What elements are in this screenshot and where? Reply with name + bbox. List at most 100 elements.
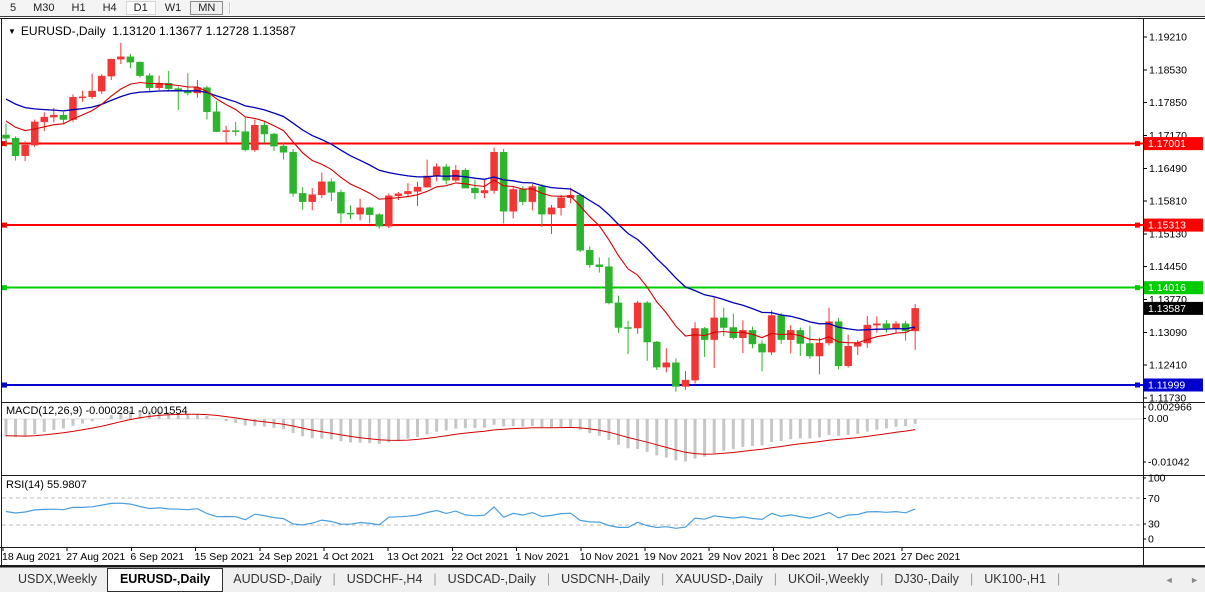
chart-tab-bar: USDX,Weekly EURUSD-,Daily AUDUSD-,Daily | US… <box>0 567 1205 592</box>
tab-separator: | <box>880 572 884 586</box>
candle <box>834 321 843 366</box>
level-handle[interactable] <box>2 141 7 147</box>
price-badge-1.17001 <box>1144 137 1203 151</box>
timeframe-button-d1[interactable]: D1 <box>125 1 156 15</box>
candle <box>519 189 527 202</box>
level-handle[interactable] <box>1135 141 1140 147</box>
tab-separator: | <box>1057 572 1061 586</box>
price-tick-label: 1.18530 <box>1149 64 1187 76</box>
candle <box>576 195 584 251</box>
price-tick-label: 1.11730 <box>1149 393 1186 405</box>
chart-tab-usdchf-h4[interactable]: USDCHF-,H4 <box>346 572 423 586</box>
chart-frame <box>0 18 1205 567</box>
rsi-axis-label: 0 <box>1148 534 1154 546</box>
candle <box>605 266 613 304</box>
rsi-line <box>5 502 916 529</box>
level-handle[interactable] <box>2 285 7 291</box>
candle <box>318 181 326 196</box>
date-tick-label: 13 Oct 2021 <box>387 551 444 563</box>
macd-indicator-label: MACD(12,26,9) -0.000281 -0.001554 <box>6 405 188 417</box>
ma-slow-line <box>5 90 916 331</box>
candle <box>614 302 623 328</box>
candle <box>691 328 699 381</box>
candle <box>394 193 403 197</box>
candle <box>700 328 709 340</box>
price-badge-1.14016 <box>1144 281 1203 295</box>
macd-axis-label: 0.002966 <box>1148 402 1192 414</box>
level-handle[interactable] <box>1135 222 1140 228</box>
candle <box>662 362 671 368</box>
candle <box>298 193 307 202</box>
chart-tab-xauusd-daily[interactable]: XAUUSD-,Daily <box>675 572 763 586</box>
candle <box>471 187 479 194</box>
candle <box>863 324 872 344</box>
candle <box>50 114 58 118</box>
candle <box>586 250 594 266</box>
level-handle[interactable] <box>1135 285 1140 291</box>
price-badge-1.13587 <box>1144 301 1203 315</box>
candle <box>633 302 642 329</box>
candle <box>442 166 450 181</box>
candle <box>720 317 728 328</box>
price-badges: 1.17001 1.15313 1.14016 1.13587 1.11999 <box>1144 137 1203 392</box>
tab-scroll-right-button[interactable]: ► <box>1190 575 1199 585</box>
price-tick-label: 1.12410 <box>1149 360 1187 372</box>
candle <box>672 362 680 387</box>
price-tick-label: 1.13090 <box>1149 327 1187 339</box>
candle <box>461 169 470 189</box>
price-tick-label: 1.14450 <box>1149 261 1187 273</box>
price-axis[interactable]: 1.192101.185301.178501.171701.164901.158… <box>1143 32 1187 405</box>
date-axis[interactable]: 18 Aug 2021 27 Aug 2021 6 Sep 2021 15 Sep 2… <box>2 548 961 563</box>
candle <box>413 186 422 192</box>
chart-dropdown-caret-icon[interactable]: ▼ <box>8 27 16 36</box>
candle <box>892 323 900 329</box>
candle <box>356 207 364 215</box>
price-badge-text: 1.17001 <box>1148 138 1186 150</box>
date-tick-label: 29 Nov 2021 <box>708 551 768 563</box>
level-lines <box>2 141 1143 388</box>
candle <box>901 323 910 332</box>
timeframe-button-h1[interactable]: H1 <box>71 2 86 14</box>
timeframe-button-m30[interactable]: M30 <box>33 2 55 14</box>
chart-tab-usdx-weekly[interactable]: USDX,Weekly <box>18 572 97 586</box>
timeframe-button-mn[interactable]: MN <box>190 1 224 15</box>
price-tick-label: 1.19210 <box>1149 32 1187 44</box>
candle <box>97 75 106 92</box>
candle <box>251 125 259 151</box>
date-tick-label: 19 Nov 2021 <box>644 551 704 563</box>
timeframe-button-w1[interactable]: W1 <box>164 2 182 14</box>
chart-tab-usdcnh-daily[interactable]: USDCNH-,Daily <box>561 572 651 586</box>
candle <box>346 212 355 215</box>
chart-tab-eurusd-daily[interactable]: EURUSD-,Daily <box>106 568 224 592</box>
level-handle[interactable] <box>1135 382 1140 388</box>
tab-separator: | <box>546 572 551 586</box>
candle <box>825 321 833 344</box>
chart-tab-usdcad-daily[interactable]: USDCAD-,Daily <box>447 572 536 586</box>
date-tick-label: 1 Nov 2021 <box>516 551 570 563</box>
candle <box>40 116 49 123</box>
level-handle[interactable] <box>2 382 7 388</box>
candle <box>786 330 795 340</box>
candle <box>509 189 517 212</box>
candle <box>11 138 20 156</box>
chart-tab-dj30-daily[interactable]: DJ30-,Daily <box>894 572 959 586</box>
chart-tab-ukoil-weekly[interactable]: UKOil-,Weekly <box>788 572 870 586</box>
timeframe-button-5[interactable]: 5 <box>10 2 17 14</box>
candlestick-series <box>2 42 919 392</box>
chart-tab-uk100-h1[interactable]: UK100-,H1 <box>984 572 1047 586</box>
level-handle[interactable] <box>2 222 7 228</box>
candle <box>289 152 297 194</box>
timeframe-button-h4[interactable]: H4 <box>102 2 117 14</box>
candle <box>117 56 125 60</box>
candle <box>624 327 632 329</box>
tab-scroll-left-button[interactable]: ◄ <box>1164 575 1174 585</box>
candle <box>231 130 240 132</box>
tab-scroll-arrows: ◄ ► <box>1151 575 1199 585</box>
price-tick-label: 1.17850 <box>1149 97 1187 109</box>
chart-tab-audusd-daily[interactable]: AUDUSD-,Daily <box>233 572 322 586</box>
candle <box>547 207 556 215</box>
date-tick-label: 27 Aug 2021 <box>66 551 125 563</box>
price-badge-text: 1.14016 <box>1148 282 1186 294</box>
